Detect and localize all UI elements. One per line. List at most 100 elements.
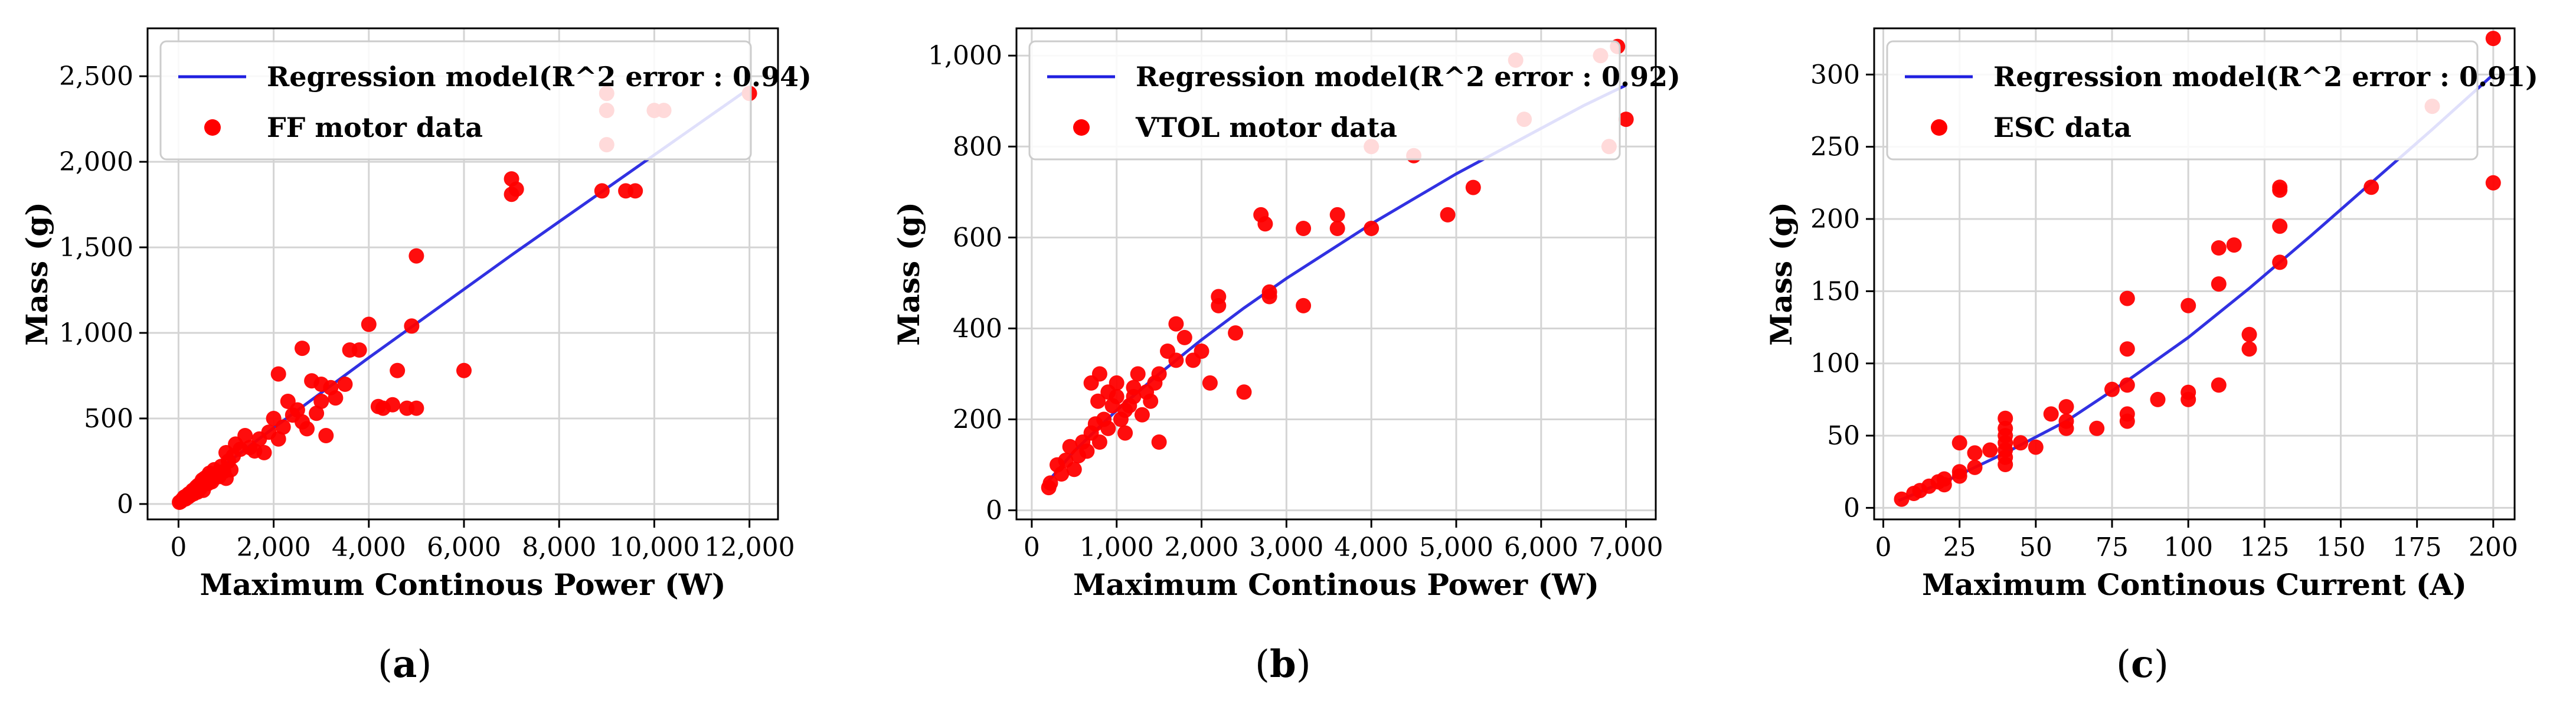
axes-frame	[146, 27, 779, 521]
x-tick-label: 0	[1024, 532, 1040, 562]
x-tick-label: 75	[2096, 532, 2129, 562]
data-point	[1100, 420, 1116, 436]
axes-frame	[1873, 27, 2516, 521]
data-point	[385, 397, 401, 413]
x-tick-label: 2,000	[1165, 532, 1239, 562]
data-point	[2150, 391, 2166, 407]
data-point	[408, 248, 424, 264]
y-tick-label: 600	[953, 223, 1002, 253]
data-point	[1329, 221, 1345, 236]
data-point	[1109, 375, 1124, 391]
panel-caption-c: (c)	[2116, 642, 2169, 686]
data-point	[2272, 179, 2288, 195]
data-point	[223, 462, 239, 477]
data-point	[408, 400, 424, 416]
x-tick-label: 3,000	[1249, 532, 1323, 562]
data-point	[313, 394, 329, 409]
panel-caption-a: (a)	[378, 642, 432, 686]
y-axis-label: Mass (g)	[1764, 202, 1799, 346]
data-point	[270, 431, 286, 447]
legend-point-marker	[1931, 119, 1947, 136]
data-point	[1151, 434, 1167, 450]
y-tick-label: 0	[1843, 493, 1860, 523]
x-tick-label: 150	[2316, 532, 2366, 562]
data-point	[2013, 435, 2028, 451]
data-point	[2119, 406, 2135, 422]
data-point	[351, 342, 367, 358]
x-tick-label: 7,000	[1589, 532, 1663, 562]
data-point	[1143, 393, 1159, 409]
data-point	[2058, 420, 2074, 436]
legend-point-marker	[1073, 119, 1090, 136]
y-tick-label: 200	[1810, 204, 1860, 234]
data-point	[337, 377, 353, 392]
y-tick-label: 300	[1810, 60, 1860, 90]
x-tick-label: 25	[1943, 532, 1976, 562]
y-tick-label: 100	[1810, 349, 1860, 379]
data-point	[1364, 221, 1379, 236]
x-tick-label: 100	[2163, 532, 2213, 562]
x-tick-label: 1,000	[1080, 532, 1154, 562]
data-point	[1091, 434, 1107, 450]
chart-panel-b: 0 1,000 2,000 3,000 4,000 5,000 6,000 7,000 0 200…	[891, 27, 1681, 602]
x-axis-label: Maximum Continous Power (W)	[200, 567, 726, 602]
data-point	[1168, 352, 1184, 368]
x-tick-label: 4,000	[1334, 532, 1408, 562]
data-point	[318, 428, 334, 443]
data-point	[309, 405, 325, 421]
y-tick-label: 1,000	[59, 318, 133, 348]
y-tick-label: 2,500	[59, 61, 133, 91]
data-point	[1066, 462, 1082, 477]
x-axis-label: Maximum Continous Power (W)	[1073, 567, 1599, 602]
data-point	[1329, 207, 1345, 223]
x-tick-label: 0	[170, 532, 187, 562]
data-point	[2241, 341, 2257, 357]
y-tick-label: 1,000	[928, 41, 1002, 71]
data-point	[1079, 443, 1095, 459]
data-point	[2119, 290, 2135, 306]
data-point	[275, 419, 291, 435]
data-point	[1618, 112, 1634, 127]
x-tick-label: 200	[2469, 532, 2518, 562]
legend-entry-label: FF motor data	[267, 112, 483, 143]
data-point	[270, 366, 286, 382]
data-point	[328, 390, 344, 406]
data-point	[1296, 221, 1312, 236]
data-point	[2181, 391, 2196, 407]
data-point	[2363, 179, 2379, 195]
data-point	[2485, 175, 2501, 191]
data-point	[2241, 326, 2257, 342]
y-tick-label: 0	[117, 489, 133, 519]
y-tick-label: 400	[953, 313, 1002, 344]
x-tick-label: 6,000	[1504, 532, 1578, 562]
data-point	[1998, 410, 2013, 426]
regression-line	[1898, 73, 2495, 502]
x-tick-label: 8,000	[522, 532, 596, 562]
x-axis-label: Maximum Continous Current (A)	[1922, 567, 2467, 602]
y-tick-label: 150	[1810, 276, 1860, 306]
data-point	[2211, 240, 2227, 256]
data-point	[1440, 207, 1456, 223]
y-tick-label: 0	[986, 496, 1002, 526]
data-point	[594, 183, 610, 199]
data-point	[1257, 216, 1273, 232]
data-point	[2485, 31, 2501, 47]
legend-entry-label: ESC data	[1993, 112, 2132, 143]
data-point	[1261, 289, 1277, 305]
data-point	[299, 421, 315, 437]
data-point	[2211, 276, 2227, 292]
data-point	[289, 402, 305, 418]
chart-panel-a: 0 2,000 4,000 6,000 8,000 10,000 12,000 0 500 1,0…	[19, 27, 812, 602]
x-tick-label: 125	[2240, 532, 2289, 562]
x-tick-label: 6,000	[427, 532, 501, 562]
data-point	[1090, 393, 1106, 409]
data-point	[2028, 439, 2044, 455]
data-point	[508, 181, 524, 197]
y-axis-label: Mass (g)	[891, 202, 926, 346]
data-point	[2211, 377, 2227, 393]
x-tick-label: 4,000	[332, 532, 406, 562]
data-point	[1465, 179, 1481, 195]
data-point	[1967, 445, 1983, 461]
legend-entry-label: Regression model(R^2 error : 0.94)	[267, 61, 812, 93]
data-point	[2104, 381, 2120, 397]
